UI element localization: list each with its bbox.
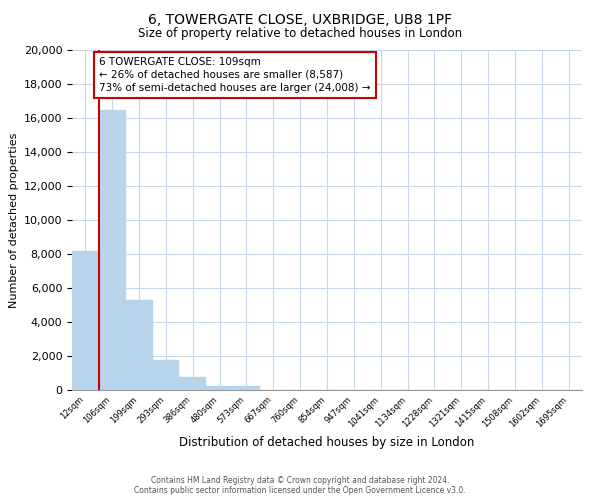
Bar [152,360,179,390]
Bar [233,386,260,390]
Bar [206,386,233,390]
Text: 6, TOWERGATE CLOSE, UXBRIDGE, UB8 1PF: 6, TOWERGATE CLOSE, UXBRIDGE, UB8 1PF [148,12,452,26]
Y-axis label: Number of detached properties: Number of detached properties [10,132,19,308]
X-axis label: Distribution of detached houses by size in London: Distribution of detached houses by size … [179,436,475,448]
Bar [179,378,206,390]
Text: Size of property relative to detached houses in London: Size of property relative to detached ho… [138,28,462,40]
Bar [99,110,125,390]
Bar [72,250,99,390]
Bar [125,300,152,390]
Text: 6 TOWERGATE CLOSE: 109sqm
← 26% of detached houses are smaller (8,587)
73% of se: 6 TOWERGATE CLOSE: 109sqm ← 26% of detac… [100,57,371,93]
Text: Contains HM Land Registry data © Crown copyright and database right 2024.
Contai: Contains HM Land Registry data © Crown c… [134,476,466,495]
